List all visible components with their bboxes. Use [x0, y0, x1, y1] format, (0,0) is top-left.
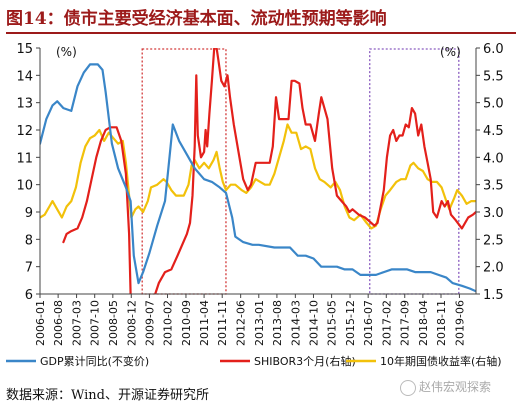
legend-label-3: 10年期国债收益率(右轴) — [380, 354, 502, 368]
x-tick-label: 2013-08 — [271, 300, 284, 346]
x-tick-label: 2007-10 — [89, 300, 102, 346]
left-tick-label: 7 — [25, 261, 33, 276]
x-tick-label: 2006-01 — [34, 300, 47, 346]
right-tick-label: 6.0 — [483, 42, 504, 57]
x-tick-label: 2008-12 — [125, 300, 138, 346]
x-tick-label: 2017-09 — [399, 300, 412, 346]
legend-label-1: GDP累计同比(不变价) — [40, 354, 149, 368]
left-tick-label: 8 — [25, 233, 33, 248]
legend: GDP累计同比(不变价) SHIBOR3个月(右轴) 10年期国债收益率(右轴) — [6, 354, 502, 368]
left-tick-label: 12 — [16, 124, 33, 139]
right-tick-label: 3.5 — [483, 179, 504, 194]
series-line-3 — [40, 123, 476, 230]
watermark: 赵伟宏观探索 — [400, 378, 491, 396]
x-tick-label: 2009-07 — [143, 300, 156, 346]
left-axis-unit: (%) — [56, 45, 77, 59]
x-tick-label: 2018-11 — [435, 300, 448, 346]
x-tick-label: 2008-05 — [107, 300, 120, 346]
left-tick-label: 10 — [16, 179, 33, 194]
right-tick-label: 2.0 — [483, 261, 504, 276]
right-tick-label: 4.0 — [483, 151, 504, 166]
right-tick-label: 1.5 — [483, 288, 504, 303]
x-tick-label: 2018-04 — [417, 300, 430, 346]
x-tick-label: 2011-04 — [198, 300, 211, 346]
left-tick-label: 14 — [16, 69, 33, 84]
left-tick-label: 6 — [25, 288, 33, 303]
left-tick-label: 11 — [16, 151, 33, 166]
legend-label-2: SHIBOR3个月(右轴) — [254, 354, 356, 368]
data-source: 数据来源：Wind、开源证券研究所 — [6, 388, 209, 403]
series-lines — [40, 48, 476, 294]
wechat-icon — [400, 379, 416, 396]
x-tick-label: 2010-09 — [180, 300, 193, 346]
watermark-text: 赵伟宏观探索 — [419, 380, 492, 394]
right-tick-label: 5.0 — [483, 97, 504, 112]
x-tick-label: 2015-12 — [344, 300, 357, 346]
title-rule — [6, 32, 516, 34]
right-axis-unit: (%) — [440, 45, 461, 59]
right-tick-label: 3.0 — [483, 206, 504, 221]
x-tick-label: 2013-01 — [253, 300, 266, 346]
x-tick-label: 2019-06 — [453, 300, 466, 346]
x-tick-label: 2016-07 — [362, 300, 375, 346]
series-line-1 — [40, 63, 476, 293]
x-tick-label: 2007-03 — [71, 300, 84, 346]
right-tick-label: 4.5 — [483, 124, 504, 139]
highlight-box-2 — [369, 48, 460, 295]
x-tick-label: 2014-03 — [289, 300, 302, 346]
left-tick-label: 13 — [16, 97, 33, 112]
x-tick-label: 2010-02 — [162, 300, 175, 346]
highlight-box-1 — [141, 48, 227, 295]
left-tick-label: 9 — [25, 206, 33, 221]
x-tick-label: 2015-05 — [326, 300, 339, 346]
highlight-boxes — [141, 48, 460, 295]
right-tick-label: 5.5 — [483, 69, 504, 84]
x-tick-label: 2017-02 — [380, 300, 393, 346]
x-tick-label: 2014-10 — [307, 300, 320, 346]
series-line-2 — [62, 48, 476, 294]
axes: 6 7 8 9 10 11 12 13 14 15 (%) 1.5 2.0 2.5 3.0 3.5 4.0 4.5… — [16, 42, 503, 346]
x-tick-label: 2011-11 — [216, 300, 229, 346]
left-tick-label: 15 — [16, 42, 33, 57]
x-tick-label: 2012-06 — [235, 300, 248, 346]
right-tick-label: 2.5 — [483, 233, 504, 248]
x-tick-label: 2006-08 — [52, 300, 65, 346]
figure-title: 图14：债市主要受经济基本面、流动性预期等影响 — [6, 9, 387, 29]
